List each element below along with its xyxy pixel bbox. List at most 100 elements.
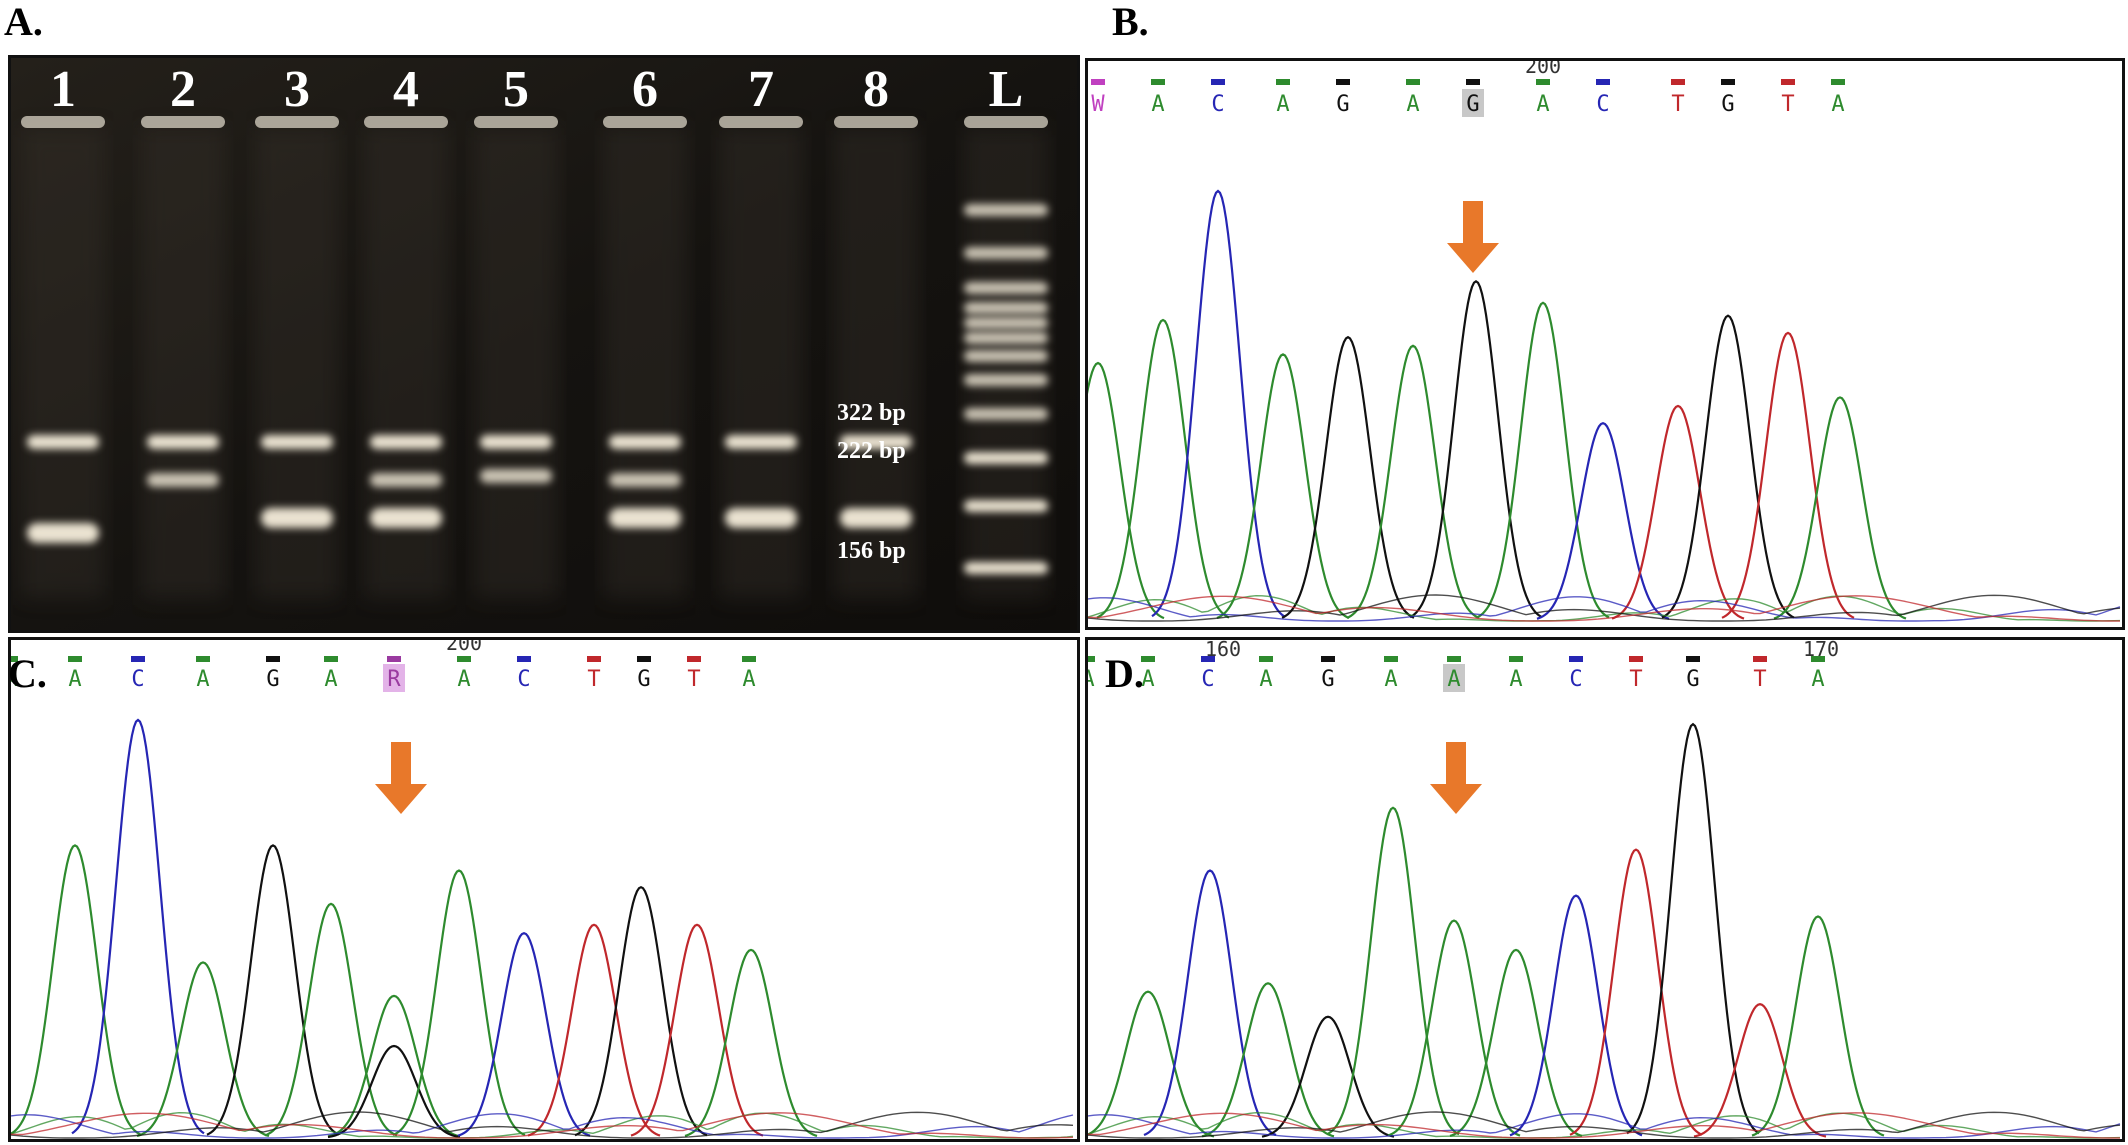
lane-label: 8 [863,61,889,118]
trace-noise [1088,596,2121,622]
trace-peak [1387,919,1521,1137]
lane-label: 7 [748,61,774,118]
well [719,116,803,128]
trace-peak [1661,314,1795,619]
base-tick [687,656,701,662]
well [474,116,558,128]
trace-peak [1409,279,1543,619]
base-tick [68,656,82,662]
base-call: C [517,667,530,692]
trace-noise [11,1112,1074,1139]
ladder-band [964,282,1048,294]
base-call: T [587,667,600,692]
ladder-band [964,204,1048,216]
gel-band [840,435,912,449]
base-call: G [1336,92,1349,117]
trace-peak [1201,982,1335,1138]
gel-band [370,508,442,528]
gel-band [480,435,552,449]
position-label: 170 [1803,640,1839,661]
ladder-band [964,500,1048,512]
base-call: G [266,667,279,692]
lane-label: 6 [632,61,658,118]
trace-noise [1088,594,2121,622]
trace-peak [327,994,461,1138]
base-call: A [1088,667,1095,692]
trace-noise [11,1111,1074,1139]
panel-b-label: B. [1112,0,1149,44]
gel-band [370,473,442,487]
lane-label: 2 [170,61,196,118]
base-tick [387,656,401,662]
lane-label: 4 [393,61,419,118]
trace-peak [1693,1003,1827,1138]
base-call: C [131,667,144,692]
base-call: A [1259,667,1272,692]
chromatogram-d-panel: A A C A G A A A C T G T A 160 170 [1085,637,2125,1142]
gel-band [27,523,99,543]
base-tick [1091,79,1105,85]
trace-peak [1476,301,1610,619]
base-call: A [324,667,337,692]
ladder-band [964,374,1048,386]
base-tick [1686,656,1700,662]
gel-band [609,508,681,528]
mutation-arrow-icon [1447,201,1499,273]
base-call: A [1509,667,1522,692]
base-call: A [1406,92,1419,117]
trace-noise [1088,594,2121,622]
gel-panel: 1 2 3 4 5 6 7 8 L 322 bp 222 bp 156 bp [8,55,1080,633]
base-tick [1447,656,1461,662]
base-tick [1141,656,1155,662]
base-call: A [1811,667,1824,692]
gel-band [840,508,912,528]
base-tick [1384,656,1398,662]
ladder-band [964,408,1048,420]
trace-noise [1088,1113,2121,1139]
gel-band [261,435,333,449]
trace-peak [71,718,205,1135]
base-tick [266,656,280,662]
trace-peak [630,923,764,1137]
trace-peak [136,961,270,1138]
base-tick [1596,79,1610,85]
well [21,116,105,128]
panel-d-label: D. [1105,651,1144,696]
trace-noise [11,1113,1074,1139]
gel-band [725,508,797,528]
lane-smear [474,128,558,598]
base-call: A [1151,92,1164,117]
lane-label: 3 [284,61,310,118]
base-call: W [1091,92,1105,117]
trace-peak [1536,422,1670,620]
mutation-arrow-icon [375,742,427,814]
trace-peak [1151,189,1285,618]
base-tick [1151,79,1165,85]
base-call: C [1201,667,1214,692]
gel-band [147,473,219,487]
gel-band [147,435,219,449]
base-call: C [1596,92,1609,117]
base-tick [1671,79,1685,85]
trace-peak [1088,361,1165,620]
trace-peak [457,932,591,1137]
gel-band [480,469,552,483]
base-call: A [1276,92,1289,117]
base-tick [131,656,145,662]
position-label: 200 [446,640,482,655]
base-call: C [1569,667,1582,692]
base-call: A [1141,667,1154,692]
base-tick [324,656,338,662]
trace-peak [1281,335,1415,619]
base-call: G [1686,667,1699,692]
lane-label: 5 [503,61,529,118]
trace-peak [1326,806,1460,1136]
base-call: G [1721,92,1734,117]
gel-band [609,473,681,487]
base-tick [1536,79,1550,85]
base-call: G [1321,667,1334,692]
base-call: A [1447,667,1460,692]
base-call: T [1753,667,1766,692]
trace-peak [1721,331,1855,619]
mutation-arrow-icon [1430,742,1482,814]
